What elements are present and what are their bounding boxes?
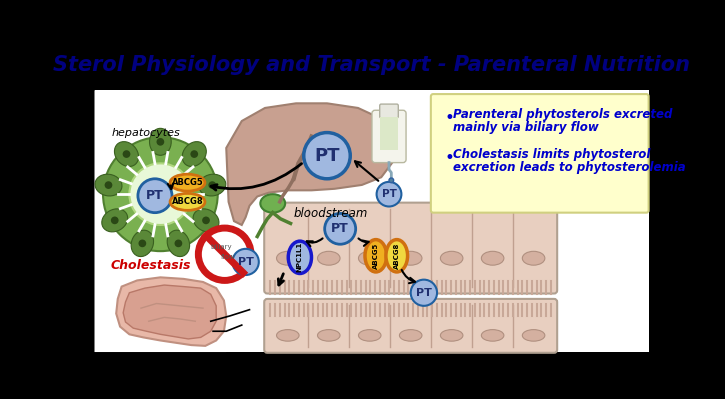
Ellipse shape	[386, 240, 407, 272]
Bar	[114, 279, 234, 350]
Circle shape	[175, 239, 182, 247]
Text: mainly via biliary flow: mainly via biliary flow	[453, 120, 599, 134]
Circle shape	[410, 280, 437, 306]
FancyBboxPatch shape	[264, 203, 558, 294]
Circle shape	[202, 217, 210, 224]
Text: biliary: biliary	[211, 243, 233, 249]
Circle shape	[123, 150, 130, 158]
Ellipse shape	[167, 230, 190, 257]
Ellipse shape	[318, 251, 340, 265]
Text: •: •	[444, 149, 454, 167]
Ellipse shape	[276, 330, 299, 341]
Text: PT: PT	[381, 189, 397, 199]
Ellipse shape	[440, 330, 463, 341]
Text: Sterol Physiology and Transport - Parenteral Nutrition: Sterol Physiology and Transport - Parent…	[53, 55, 689, 75]
Circle shape	[233, 249, 259, 275]
Text: PT: PT	[416, 288, 432, 298]
Ellipse shape	[358, 251, 381, 265]
Circle shape	[138, 239, 146, 247]
Ellipse shape	[358, 330, 381, 341]
Circle shape	[191, 150, 198, 158]
Ellipse shape	[102, 209, 128, 232]
Ellipse shape	[95, 174, 122, 196]
Text: PT: PT	[314, 147, 340, 165]
Circle shape	[104, 181, 112, 189]
Polygon shape	[123, 285, 216, 339]
Ellipse shape	[170, 174, 205, 191]
Ellipse shape	[318, 330, 340, 341]
Text: ABCG5: ABCG5	[373, 243, 379, 269]
FancyBboxPatch shape	[264, 299, 558, 353]
Ellipse shape	[522, 330, 545, 341]
Circle shape	[325, 213, 356, 244]
Ellipse shape	[440, 251, 463, 265]
Polygon shape	[116, 277, 226, 346]
Ellipse shape	[481, 251, 504, 265]
Text: Cholestasis limits phytosterol: Cholestasis limits phytosterol	[453, 148, 651, 162]
Text: hepatocytes: hepatocytes	[112, 128, 181, 138]
Circle shape	[376, 182, 402, 207]
Circle shape	[129, 163, 191, 225]
Ellipse shape	[522, 251, 545, 265]
Bar	[380, 117, 398, 150]
Ellipse shape	[481, 330, 504, 341]
Text: PT: PT	[146, 189, 164, 202]
Text: PT: PT	[331, 222, 349, 235]
Circle shape	[157, 138, 165, 146]
Text: ABCG8: ABCG8	[172, 198, 203, 206]
Text: PT: PT	[238, 257, 254, 267]
Text: •: •	[444, 109, 454, 127]
Circle shape	[111, 217, 119, 224]
Circle shape	[304, 132, 350, 179]
Text: bloodstream: bloodstream	[294, 207, 368, 220]
Polygon shape	[94, 90, 226, 352]
Polygon shape	[226, 103, 393, 225]
Ellipse shape	[182, 142, 207, 166]
Ellipse shape	[276, 251, 299, 265]
Ellipse shape	[289, 241, 312, 273]
Ellipse shape	[103, 137, 218, 251]
Polygon shape	[94, 90, 416, 202]
Text: excretion leads to phytosterolemia: excretion leads to phytosterolemia	[453, 161, 686, 174]
Ellipse shape	[199, 174, 225, 196]
Text: NPC1L1: NPC1L1	[297, 242, 303, 273]
Ellipse shape	[149, 128, 171, 155]
Ellipse shape	[193, 209, 219, 232]
Ellipse shape	[399, 251, 422, 265]
Text: ABCG5: ABCG5	[172, 178, 204, 187]
FancyBboxPatch shape	[431, 94, 649, 213]
FancyBboxPatch shape	[380, 104, 398, 118]
Text: Cholestasis: Cholestasis	[111, 259, 191, 272]
Ellipse shape	[131, 230, 154, 257]
Circle shape	[389, 178, 394, 183]
Circle shape	[208, 181, 216, 189]
Circle shape	[199, 228, 251, 280]
Ellipse shape	[170, 194, 205, 210]
Text: Parenteral phytosterols excreted: Parenteral phytosterols excreted	[453, 109, 673, 121]
Text: ABCG8: ABCG8	[394, 243, 399, 269]
Ellipse shape	[399, 330, 422, 341]
Circle shape	[138, 179, 172, 213]
Ellipse shape	[115, 142, 138, 166]
FancyBboxPatch shape	[372, 110, 406, 163]
Text: flow: flow	[221, 254, 236, 260]
Ellipse shape	[365, 240, 386, 272]
Ellipse shape	[260, 194, 285, 213]
Bar	[94, 90, 649, 352]
